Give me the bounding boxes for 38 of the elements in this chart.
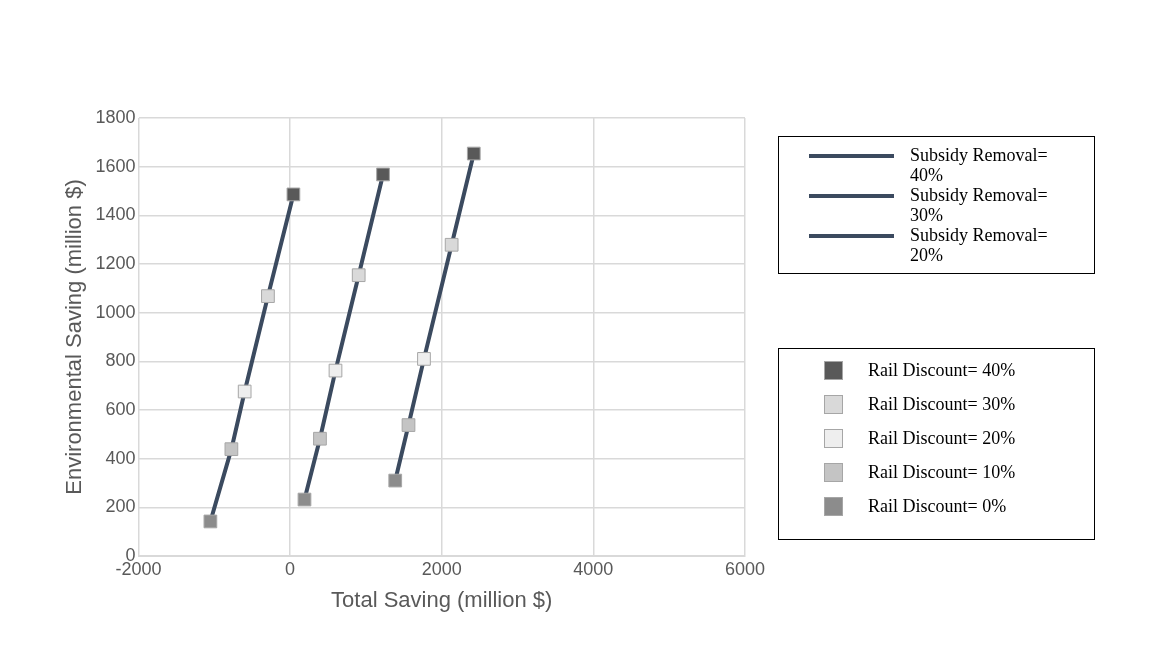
y-tick-label: 200	[105, 496, 136, 517]
point	[237, 384, 252, 399]
y-tick-label: 600	[105, 398, 136, 419]
point	[466, 146, 481, 161]
legend-label: Subsidy Removal= 30%	[910, 185, 1049, 225]
x-tick-label: 2000	[421, 558, 462, 579]
y-tick-label: 1800	[95, 106, 136, 127]
legend-label: Rail Discount= 10%	[868, 461, 1016, 483]
point	[444, 237, 459, 252]
legend-label: Subsidy Removal= 40%	[910, 145, 1049, 185]
legend-label: Subsidy Removal= 20%	[910, 225, 1049, 265]
point	[376, 167, 390, 182]
point	[224, 442, 239, 457]
legend-label: Rail Discount= 40%	[868, 359, 1016, 381]
y-tick-label: 800	[105, 350, 136, 371]
point	[351, 268, 366, 283]
y-tick-label: 1400	[95, 204, 136, 225]
point	[388, 473, 403, 488]
y-tick-label: 1600	[95, 155, 136, 176]
point	[328, 363, 343, 378]
point	[313, 431, 327, 446]
point	[401, 418, 416, 432]
y-tick-label: 1000	[95, 301, 136, 322]
legend-label: Rail Discount= 0%	[868, 495, 1007, 517]
point	[286, 187, 301, 202]
point	[417, 352, 431, 366]
x-tick-label: 4000	[573, 558, 614, 579]
point	[297, 492, 312, 507]
y-tick-label: 400	[105, 447, 136, 468]
legend-label: Rail Discount= 20%	[868, 427, 1016, 449]
x-axis-title: Total Saving (million $)	[331, 586, 553, 612]
y-tick-label: 1200	[95, 252, 136, 273]
point	[261, 289, 275, 303]
legend-label: Rail Discount= 30%	[868, 393, 1016, 415]
point	[203, 514, 218, 529]
x-tick-label: 0	[285, 558, 296, 579]
x-tick-label: 6000	[724, 558, 765, 579]
y-axis-title: Environmental Saving (million $)	[61, 179, 87, 495]
